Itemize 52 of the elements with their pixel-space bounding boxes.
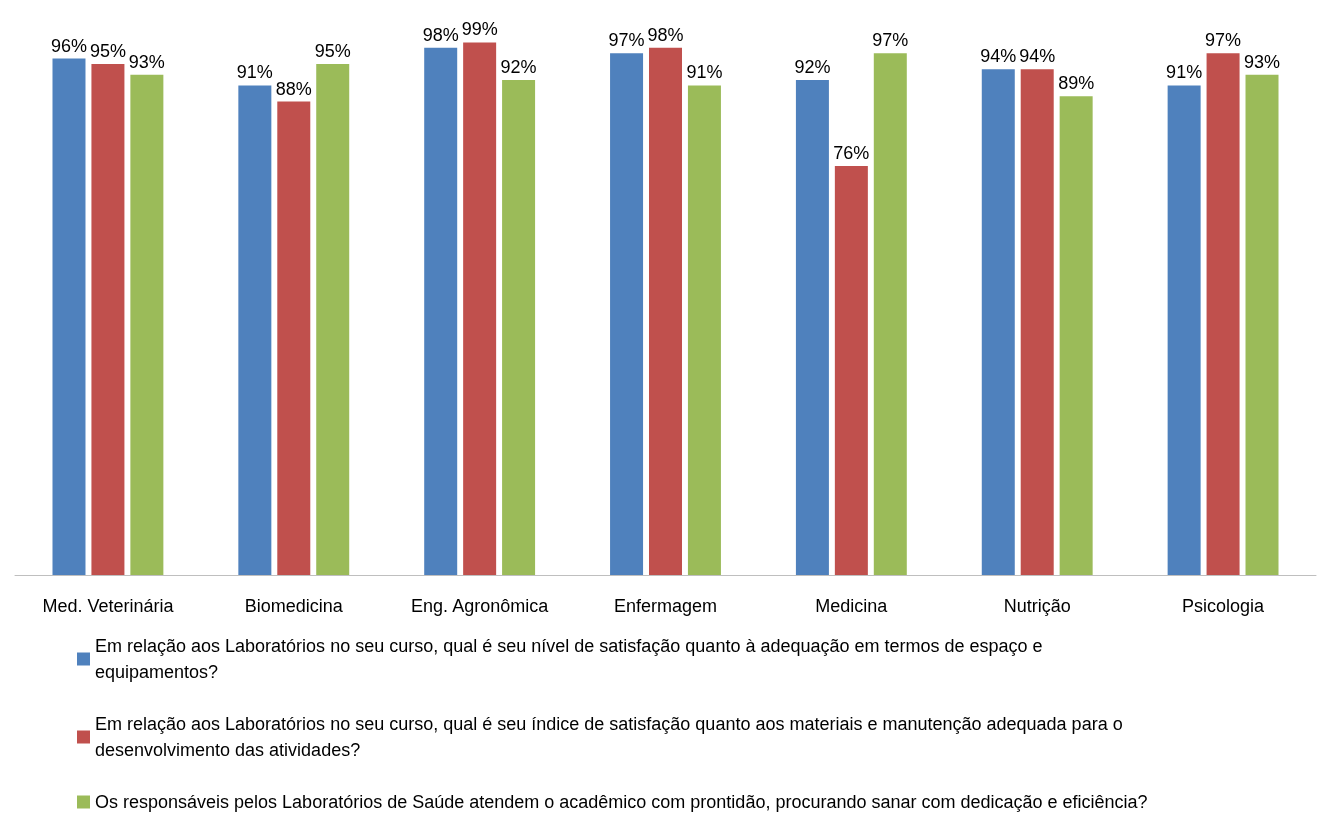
data-label: 97%: [872, 30, 909, 51]
data-label: 98%: [647, 24, 684, 45]
bar: [981, 69, 1015, 575]
bar: [649, 47, 682, 575]
data-label: 95%: [314, 40, 351, 61]
x-tick-label: Enfermagem: [613, 596, 718, 616]
data-label: 91%: [686, 62, 723, 83]
bar: [424, 47, 458, 575]
data-label: 91%: [1166, 62, 1203, 83]
bar: [130, 74, 164, 575]
x-tick-label: Eng. Agronômica: [411, 596, 550, 616]
data-label: 94%: [980, 46, 1017, 67]
data-label: 97%: [1205, 30, 1242, 51]
bar: [463, 42, 497, 575]
data-label: 95%: [89, 40, 126, 61]
x-tick-label: Medicina: [815, 596, 889, 616]
bar: [91, 63, 125, 575]
data-label: 92%: [794, 57, 831, 78]
data-label: 91%: [236, 62, 273, 83]
bar: [834, 166, 868, 575]
bar: [1245, 74, 1279, 575]
data-label: 88%: [275, 78, 312, 99]
bar: [1020, 69, 1054, 575]
x-tick-label: Med. Veterinária: [42, 596, 175, 616]
legend-label: Em relação aos Laboratórios no seu curso, qual é seu nível de satisfação quanto à adequação em termos de espaço e equipamentos?: [95, 636, 1048, 682]
bar: [316, 63, 350, 575]
bar: [610, 53, 644, 575]
data-label: 98%: [422, 24, 459, 45]
bar: [1059, 96, 1093, 575]
bar: [1167, 85, 1201, 575]
bar: [238, 85, 272, 575]
data-label: 93%: [128, 51, 165, 72]
data-label: 96%: [50, 35, 87, 56]
data-label: 97%: [608, 30, 645, 51]
legend-label: Os responsáveis pelos Laboratórios de Saúde atendem o acadêmico com prontidão, procurando sanar com dedicação e eficiência?: [95, 792, 1148, 812]
bar: [873, 53, 907, 575]
x-tick-label: Nutrição: [1003, 596, 1071, 616]
bar: [277, 101, 311, 575]
data-label: 76%: [833, 143, 870, 164]
bar: [52, 58, 86, 575]
legend-label: Em relação aos Laboratórios no seu curso, qual é seu índice de satisfação quanto aos materiais e manutenção adequada para o desenvolvimento das atividades?: [95, 714, 1128, 760]
bar: [795, 80, 829, 575]
bar: [1206, 53, 1240, 575]
data-label: 94%: [1019, 46, 1056, 67]
data-label: 99%: [461, 19, 498, 40]
x-tick-label: Psicologia: [1182, 596, 1266, 616]
data-label: 92%: [500, 57, 537, 78]
x-tick-label: Biomedicina: [244, 596, 344, 616]
bar: [687, 85, 721, 575]
data-label: 93%: [1244, 51, 1281, 72]
bar: [502, 80, 536, 575]
data-label: 89%: [1058, 73, 1095, 94]
